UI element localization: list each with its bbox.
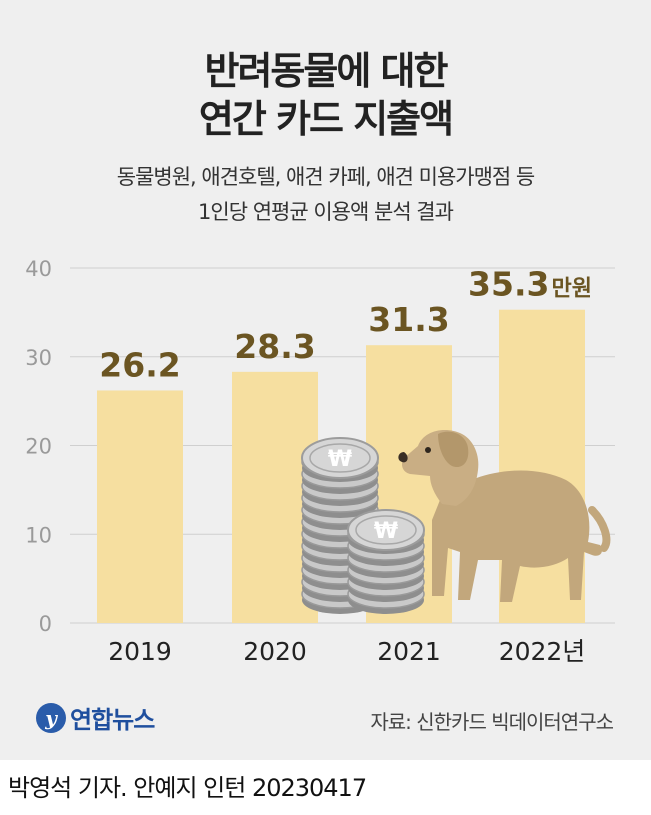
- data-label: 28.3: [234, 327, 315, 366]
- x-axis: 2019 2020 2021 2022년: [108, 637, 585, 666]
- won-symbol: ₩: [328, 447, 352, 472]
- chart-title-line2: 연간 카드 지출액: [198, 97, 454, 141]
- data-label: 26.2: [99, 345, 180, 384]
- source-note: 자료: 신한카드 빅데이터연구소: [370, 710, 614, 734]
- dog-icon: [398, 430, 611, 602]
- x-tick-label: 2019: [108, 637, 172, 666]
- chart-subtitle-line1: 동물병원, 애견호텔, 애견 카페, 애견 미용가맹점 등: [116, 165, 535, 189]
- unit-label: 만원: [551, 277, 591, 302]
- logo-text: 연합뉴스: [70, 706, 155, 734]
- y-tick-label: 0: [39, 612, 52, 636]
- chart-subtitle-line2: 1인당 연평균 이용액 분석 결과: [198, 200, 454, 224]
- coin-face: [301, 437, 379, 479]
- data-label: 35.3만원: [468, 265, 592, 304]
- x-tick-label: 2022년: [499, 637, 586, 666]
- credit-line: 박영석 기자. 안예지 인턴 20230417: [8, 774, 367, 802]
- x-tick-label: 2021: [377, 637, 441, 666]
- coin-stack-icon: ₩₩: [301, 437, 425, 614]
- yonhap-logo: y 연합뉴스: [36, 700, 155, 735]
- y-tick-label: 40: [25, 257, 52, 281]
- yonhap-logo-icon: y: [36, 702, 66, 733]
- x-tick-label: 2020: [243, 637, 307, 666]
- y-tick-label: 10: [25, 523, 52, 547]
- won-symbol: ₩: [374, 519, 398, 544]
- y-tick-label: 20: [25, 435, 52, 459]
- coin-rim: [355, 515, 417, 545]
- bar: [97, 390, 183, 623]
- data-label: 31.3: [368, 300, 449, 339]
- chart-title-line1: 반려동물에 대한: [204, 49, 449, 93]
- y-tick-label: 30: [25, 346, 52, 370]
- coin-face: [347, 509, 425, 551]
- coin-rim: [309, 443, 371, 473]
